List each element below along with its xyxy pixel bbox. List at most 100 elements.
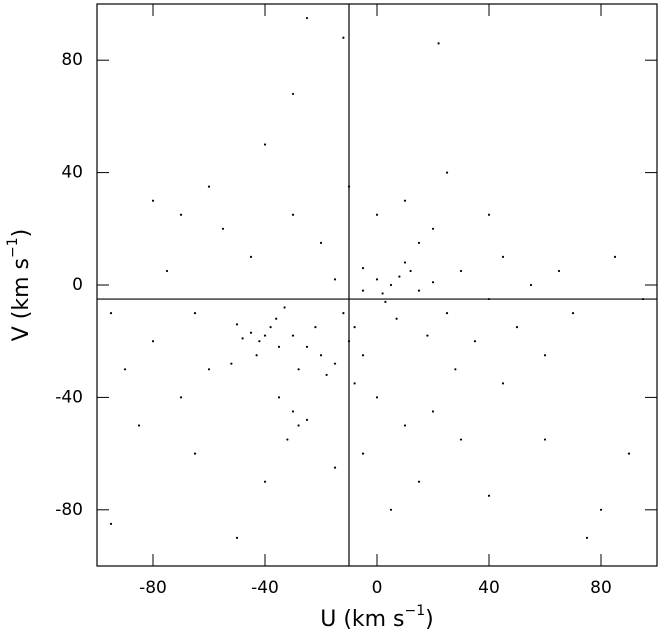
x-axis-label-sup: −1: [405, 603, 426, 619]
point: [431, 227, 435, 230]
point: [305, 16, 309, 20]
point: [291, 334, 295, 337]
point: [333, 362, 337, 365]
point: [263, 480, 267, 483]
y-axis-label-text: V (km s: [9, 258, 34, 341]
point: [241, 337, 244, 340]
y-axis-label-close: ): [9, 229, 34, 238]
x-tick-label: -40: [251, 578, 279, 598]
point: [361, 289, 365, 292]
point: [403, 199, 407, 202]
point: [137, 424, 141, 427]
point: [353, 326, 356, 329]
point: [529, 283, 533, 287]
point: [347, 340, 351, 343]
point: [109, 522, 113, 525]
point: [375, 278, 379, 281]
point: [501, 255, 505, 258]
point: [333, 466, 337, 469]
point: [459, 269, 463, 273]
y-tick-label: -40: [55, 387, 83, 407]
point: [249, 331, 253, 334]
point: [297, 424, 300, 427]
point: [275, 317, 278, 320]
point: [585, 536, 589, 540]
point: [193, 312, 197, 315]
point: [286, 438, 289, 441]
point: [283, 306, 286, 309]
point: [297, 368, 300, 371]
point: [409, 269, 412, 273]
point: [403, 261, 407, 264]
point: [515, 326, 519, 329]
point: [361, 354, 365, 357]
point: [258, 340, 261, 343]
point: [613, 255, 617, 258]
point: [151, 340, 155, 343]
x-axis-label: U (km s−1): [320, 603, 434, 632]
point: [269, 326, 272, 329]
point: [277, 396, 281, 399]
point: [487, 213, 491, 216]
point: [123, 368, 127, 371]
point: [641, 297, 645, 301]
point: [361, 452, 365, 455]
point: [353, 382, 356, 385]
point: [179, 213, 183, 216]
point: [426, 334, 429, 337]
point: [375, 213, 379, 216]
point: [403, 424, 407, 427]
point: [417, 289, 421, 292]
point: [487, 297, 491, 301]
point: [557, 269, 561, 273]
y-tick-label: -80: [55, 500, 83, 520]
point: [193, 452, 197, 455]
y-tick-label: 40: [61, 163, 83, 183]
point: [381, 292, 384, 295]
point: [342, 312, 345, 315]
point: [263, 143, 267, 146]
point: [319, 241, 323, 244]
x-axis-label-close: ): [425, 607, 434, 632]
x-tick-label: 80: [590, 578, 612, 598]
point: [255, 354, 258, 357]
y-axis-label: V (km s−1): [5, 229, 34, 342]
point: [305, 345, 309, 348]
point: [319, 354, 323, 357]
plot-frame: [96, 3, 658, 567]
point: [473, 340, 477, 343]
point: [291, 92, 295, 96]
point: [207, 185, 211, 188]
point: [333, 278, 337, 281]
point: [235, 536, 239, 540]
y-tick-label: 0: [72, 275, 83, 295]
point: [151, 199, 155, 202]
point: [249, 255, 253, 258]
point: [375, 396, 379, 399]
point: [437, 42, 440, 45]
x-tick-label: -80: [139, 578, 167, 598]
point: [179, 396, 183, 399]
point: [230, 362, 233, 365]
point: [501, 382, 505, 385]
point: [445, 171, 449, 174]
point: [263, 334, 267, 337]
x-tick-label: 40: [478, 578, 500, 598]
point: [459, 438, 463, 441]
point: [361, 267, 365, 270]
point: [165, 269, 169, 273]
point: [277, 345, 281, 348]
x-tick-label: 0: [372, 578, 383, 598]
point: [291, 213, 295, 216]
point: [305, 418, 309, 421]
x-axis-label-text: U (km s: [320, 607, 404, 632]
point: [314, 326, 317, 329]
point: [291, 410, 295, 413]
point: [417, 241, 421, 244]
point: [543, 438, 547, 441]
point: [627, 452, 631, 455]
point: [342, 36, 345, 39]
y-axis-label-sup: −1: [5, 237, 21, 258]
point: [221, 227, 225, 230]
